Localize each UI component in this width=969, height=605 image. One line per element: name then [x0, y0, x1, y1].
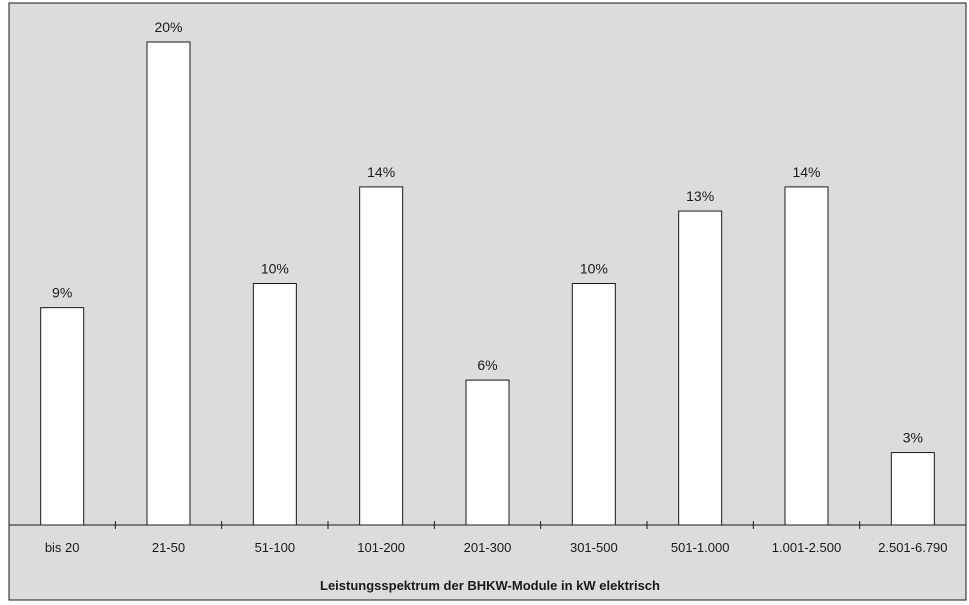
- x-tick-label: 501-1.000: [671, 540, 730, 555]
- data-label: 10%: [261, 261, 289, 277]
- data-labels-group: 9% 20% 10% 14% 6% 10% 13% 14% 3%: [52, 19, 923, 446]
- x-tick-label: 201-300: [464, 540, 512, 555]
- bar-21-50: [146, 41, 191, 526]
- data-label: 13%: [686, 188, 714, 204]
- data-label: 10%: [580, 261, 608, 277]
- x-tick-label: 101-200: [357, 540, 405, 555]
- x-tick-label: 1.001-2.500: [772, 540, 841, 555]
- data-label: 14%: [792, 164, 820, 180]
- bar-2-501-6-790: [890, 452, 935, 526]
- bar-51-100: [252, 283, 297, 526]
- data-label: 20%: [154, 19, 182, 35]
- bar-301-500: [571, 283, 616, 526]
- x-axis-label: Leistungsspektrum der BHKW-Module in kW …: [320, 578, 660, 593]
- data-label: 3%: [903, 430, 923, 446]
- x-tick-label: 301-500: [570, 540, 618, 555]
- x-tick-label: 2.501-6.790: [878, 540, 947, 555]
- bar-bis-20: [40, 307, 85, 526]
- data-label: 6%: [477, 357, 497, 373]
- tick-labels-group: bis 20 21-50 51-100 101-200 201-300 301-500 50…: [45, 540, 948, 555]
- bar-201-300: [465, 379, 510, 526]
- data-label: 9%: [52, 285, 72, 301]
- x-tick-label: 51-100: [255, 540, 295, 555]
- bar-1-001-2-500: [784, 186, 829, 526]
- x-tick-label: 21-50: [152, 540, 185, 555]
- bar-101-200: [359, 186, 404, 526]
- x-axis-ticks: [114, 521, 861, 529]
- bars-group: [40, 41, 935, 526]
- data-label: 14%: [367, 164, 395, 180]
- bar-501-1-000: [678, 210, 723, 526]
- x-tick-label: bis 20: [45, 540, 80, 555]
